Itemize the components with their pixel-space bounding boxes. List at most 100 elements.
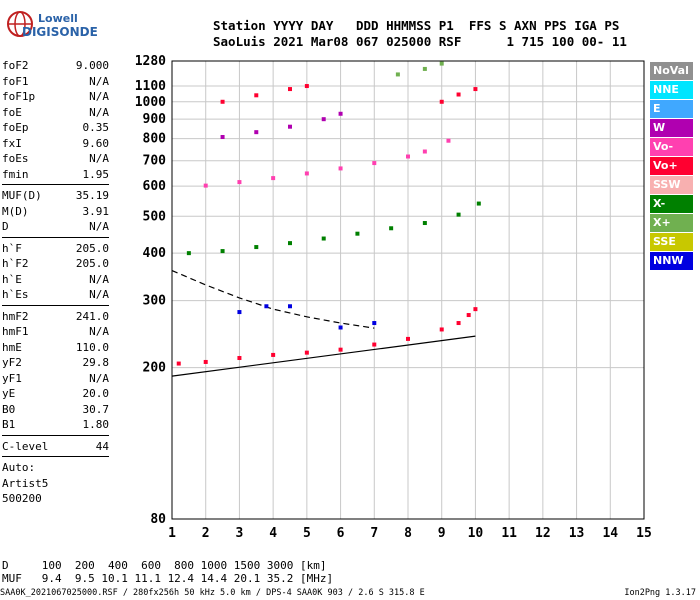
param-row: foF1p N/A <box>2 89 109 105</box>
echo-point <box>422 66 427 71</box>
echo-point <box>338 166 343 171</box>
param-row: hmF1 N/A <box>2 324 109 340</box>
legend-item: X+ <box>650 214 693 232</box>
param-row: foEs N/A <box>2 151 109 167</box>
y-tick-label: 700 <box>143 154 167 169</box>
param-label: h`F <box>2 241 22 255</box>
param-row: h`Es N/A <box>2 287 109 303</box>
legend-item: W <box>650 119 693 137</box>
param-value: N/A <box>89 272 109 286</box>
param-row: M(D) 3.91 <box>2 204 109 220</box>
legend-item: X- <box>650 195 693 213</box>
distance-row: D 100 200 400 600 800 1000 1500 3000 [km… <box>2 559 327 572</box>
y-tick-label: 600 <box>143 179 167 194</box>
echo-point <box>288 304 292 309</box>
param-label: h`Es <box>2 288 29 301</box>
echo-point <box>406 336 410 341</box>
legend-item: Vo+ <box>650 157 693 175</box>
echo-point <box>254 245 259 250</box>
param-row: foE N/A <box>2 105 109 121</box>
echo-point <box>288 87 292 92</box>
muf-row: MUF 9.4 9.5 10.1 11.1 12.4 14.4 20.1 35.… <box>2 571 334 585</box>
param-label: B0 <box>2 402 16 416</box>
param-value: N/A <box>89 152 109 165</box>
echo-point <box>439 99 444 104</box>
x-tick-label: 14 <box>602 526 618 541</box>
param-value: 3.91 <box>82 204 110 218</box>
param-value: 241.0 <box>75 309 109 323</box>
param-row: D N/A <box>2 219 109 235</box>
header-line-2: SaoLuis 2021 Mar08 067 025000 RSF 1 715 … <box>213 34 627 49</box>
globe-logo-icon <box>7 11 33 37</box>
echo-point <box>395 72 400 77</box>
param-row: fmin 1.95 <box>2 167 109 183</box>
echo-point <box>220 134 225 139</box>
file-info-line: SAA0K_2021067025000.RSF / 280fx256h 50 k… <box>0 588 700 598</box>
header-line-1: Station YYYY DAY DDD HHMMSS P1 FFS S AXN… <box>213 18 620 33</box>
param-row: foF2 9.000 <box>2 58 109 74</box>
echo-point <box>304 350 309 355</box>
x-tick-label: 10 <box>468 526 484 541</box>
param-row: h`F 205.0 <box>2 241 109 257</box>
echo-point <box>476 201 481 206</box>
x-tick-label: 9 <box>438 526 446 541</box>
param-label: M(D) <box>2 204 29 218</box>
x-tick-label: 3 <box>236 526 244 541</box>
echo-point <box>304 171 309 176</box>
param-row: yF1 N/A <box>2 371 109 387</box>
param-row: h`E N/A <box>2 272 109 288</box>
param-label: fxI <box>2 136 22 150</box>
x-tick-label: 4 <box>269 526 277 541</box>
echo-point <box>355 231 360 236</box>
echo-point <box>406 154 410 159</box>
param-label: h`E <box>2 272 22 286</box>
echo-point <box>338 111 343 116</box>
echo-point <box>254 130 259 135</box>
param-label: yF2 <box>2 356 22 369</box>
echo-point <box>456 212 461 217</box>
x-tick-label: 5 <box>303 526 311 541</box>
param-row: foF1 N/A <box>2 74 109 90</box>
echo-point <box>321 117 326 122</box>
param-value: N/A <box>89 105 109 119</box>
y-tick-label: 1280 <box>135 54 166 69</box>
parameters-panel: foF2 9.000 foF1 N/A foF1p N/A foE N/A foEp 0.35 fx… <box>2 58 109 507</box>
param-label: hmF1 <box>2 325 29 338</box>
x-tick-label: 15 <box>636 526 652 541</box>
param-value: 9.60 <box>82 136 110 150</box>
param-separator <box>2 184 109 185</box>
param-label: foE <box>2 105 22 119</box>
echo-point <box>254 93 259 98</box>
param-label: D <box>2 220 9 233</box>
y-tick-label: 800 <box>143 132 167 147</box>
param-row: B0 30.7 <box>2 402 109 418</box>
param-value: 205.0 <box>75 257 109 270</box>
echo-point <box>439 327 444 332</box>
file-info-text: SAA0K_2021067025000.RSF / 280fx256h 50 k… <box>0 588 425 598</box>
echo-point <box>473 307 478 312</box>
echo-point <box>264 304 269 309</box>
chart-echo-points <box>176 61 481 366</box>
echo-point <box>338 347 343 352</box>
echo-point <box>176 361 181 366</box>
param-value: 20.0 <box>82 387 110 400</box>
y-tick-label: 900 <box>143 112 167 127</box>
echo-point <box>389 226 394 231</box>
legend-item: NNE <box>650 81 693 99</box>
y-tick-label: 400 <box>143 246 167 261</box>
param-value: 30.7 <box>82 402 110 416</box>
param-label: yF1 <box>2 371 22 385</box>
param-row: C-level 44 <box>2 439 109 455</box>
echo-point <box>186 251 191 256</box>
param-label: hmF2 <box>2 309 29 323</box>
param-label: yE <box>2 387 16 400</box>
echo-point <box>422 221 427 226</box>
param-value: 1.80 <box>82 418 110 431</box>
software-version: Ion2Png 1.3.17 <box>624 588 696 598</box>
autoscaling-info: 500200 <box>2 492 42 505</box>
echo-point <box>372 342 377 347</box>
param-separator <box>2 236 109 238</box>
legend-item: Vo- <box>650 138 693 156</box>
echo-point <box>466 313 471 318</box>
